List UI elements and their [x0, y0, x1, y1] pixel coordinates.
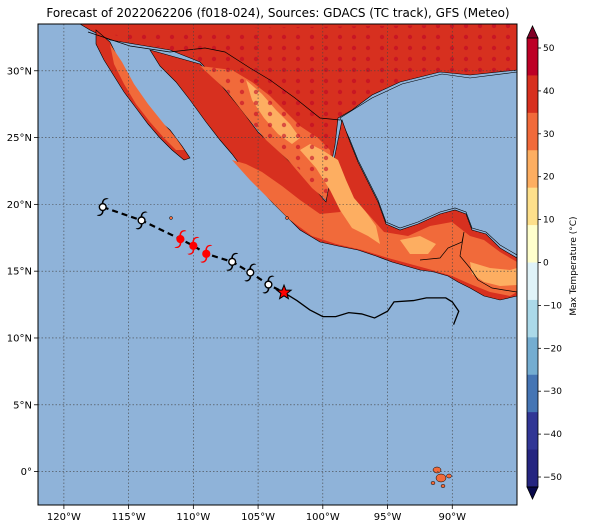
cyclone-arm-top	[192, 236, 200, 243]
cyclone-symbol	[96, 198, 109, 216]
cyclone-arm-bottom	[244, 275, 252, 282]
colorbar-extend-bottom	[526, 486, 539, 500]
current-position-star	[275, 283, 293, 300]
cyclone-arm-bottom	[200, 256, 208, 263]
border-us-mexico	[87, 31, 341, 121]
border-guatemala	[419, 231, 479, 281]
graticule	[38, 24, 517, 505]
cyclone-eye	[228, 257, 237, 266]
lat-tick-label: 30°N	[7, 66, 32, 77]
colorbar-tick-label: 20	[543, 173, 555, 183]
colorbar-segment	[527, 225, 538, 263]
axis-ticks: 120°W 115°W 110°W 105°W 100°W 95°W 90°W 30°N 25°…	[7, 66, 466, 523]
colorbar-tick-label: 10	[543, 216, 555, 226]
colorbar-segment	[527, 337, 538, 376]
land-highland-zone-4	[400, 236, 436, 254]
lat-tick-label: 15°N	[7, 267, 32, 278]
gulf-of-mexico	[339, 71, 517, 256]
cyclone-arm-bottom	[226, 264, 234, 271]
map-title: Forecast of 2022062206 (f018-024), Sourc…	[46, 6, 510, 20]
colorbar-tick-label: −20	[543, 344, 562, 354]
colorbar-segment	[527, 75, 538, 114]
cyclone-symbol	[187, 236, 200, 255]
cyclone-eye	[98, 202, 107, 212]
past-track-line	[283, 292, 460, 325]
colorbar: 50 40 30 20 10 0 −10 −20 −30 −40 −50	[526, 25, 562, 500]
lon-tick-label: 95°W	[374, 512, 402, 523]
cyclone-arm-top	[249, 263, 257, 270]
cyclone-symbol	[244, 263, 257, 282]
cyclone-eye	[176, 235, 185, 244]
lon-tick-label: 90°W	[438, 512, 466, 523]
border-central-america	[477, 279, 517, 293]
cyclone-symbol	[200, 244, 213, 263]
lon-tick-label: 115°W	[112, 512, 146, 523]
cyclone-arm-bottom	[96, 210, 104, 216]
map-frame	[37, 23, 518, 506]
lon-tick-label: 100°W	[306, 512, 340, 523]
colorbar-segment	[527, 112, 538, 151]
lat-tick-label: 10°N	[7, 333, 32, 344]
lat-tick-label: 25°N	[7, 133, 32, 144]
colorbar-segment	[527, 150, 538, 189]
cyclone-eye	[246, 268, 255, 277]
colorbar-tick-label: −10	[543, 301, 562, 311]
cyclone-symbol	[174, 230, 187, 249]
land-layer	[79, 24, 517, 488]
cyclone-arm-bottom	[135, 223, 143, 230]
cyclone-symbol	[262, 275, 275, 294]
colorbar-tick-label: −50	[543, 473, 562, 483]
lat-tick-label: 0°	[21, 467, 32, 478]
land-highland-zone-3	[470, 262, 517, 286]
cyclone-arm-top	[205, 244, 213, 251]
cyclone-arm-top	[231, 252, 239, 259]
lat-tick-label: 20°N	[7, 200, 32, 211]
colorbar-label: Max Temperature (°C)	[569, 216, 579, 315]
lat-tick-label: 5°N	[13, 400, 32, 411]
colorbar-segment	[527, 187, 538, 226]
cyclone-eye	[137, 216, 146, 225]
colorbar-segment	[527, 412, 538, 451]
lon-tick-label: 110°W	[176, 512, 210, 523]
lon-tick-label: 120°W	[47, 512, 81, 523]
cyclone-symbol	[135, 211, 148, 230]
cyclone-eye	[189, 241, 198, 250]
cyclone-eye	[202, 249, 211, 258]
galapagos-islands	[430, 466, 452, 488]
colorbar-segment	[527, 299, 538, 338]
colorbar-tick-label: −30	[543, 387, 562, 397]
colorbar-tick-label: 50	[543, 44, 555, 54]
land-warm-zone-3	[110, 44, 184, 150]
cyclone-arm-top	[101, 198, 109, 205]
colorbar-tick-label: 30	[543, 130, 555, 140]
revillagigedo-islands	[169, 216, 289, 220]
land-hot-spots	[96, 24, 517, 200]
colorbar-tick-label: 0	[543, 259, 549, 269]
cyclone-arm-top	[267, 275, 275, 282]
lon-tick-label: 105°W	[241, 512, 275, 523]
cyclone-arm-bottom	[187, 248, 195, 255]
colorbar-segment	[527, 374, 538, 413]
colorbar-segment	[527, 262, 538, 301]
colorbar-tick-label: 40	[543, 87, 555, 97]
cyclone-eye	[264, 280, 273, 289]
colorbar-segment	[527, 38, 538, 76]
cyclone-arm-bottom	[174, 242, 182, 249]
colorbar-extend-top	[526, 25, 539, 39]
colorbar-segment	[527, 449, 538, 488]
cyclone-arm-bottom	[262, 287, 270, 294]
cyclone-arm-top	[140, 211, 148, 218]
cyclone-arm-top	[179, 230, 187, 237]
storm-track	[96, 198, 460, 325]
cyclone-symbol	[226, 252, 239, 271]
colorbar-tick-label: −40	[543, 430, 562, 440]
